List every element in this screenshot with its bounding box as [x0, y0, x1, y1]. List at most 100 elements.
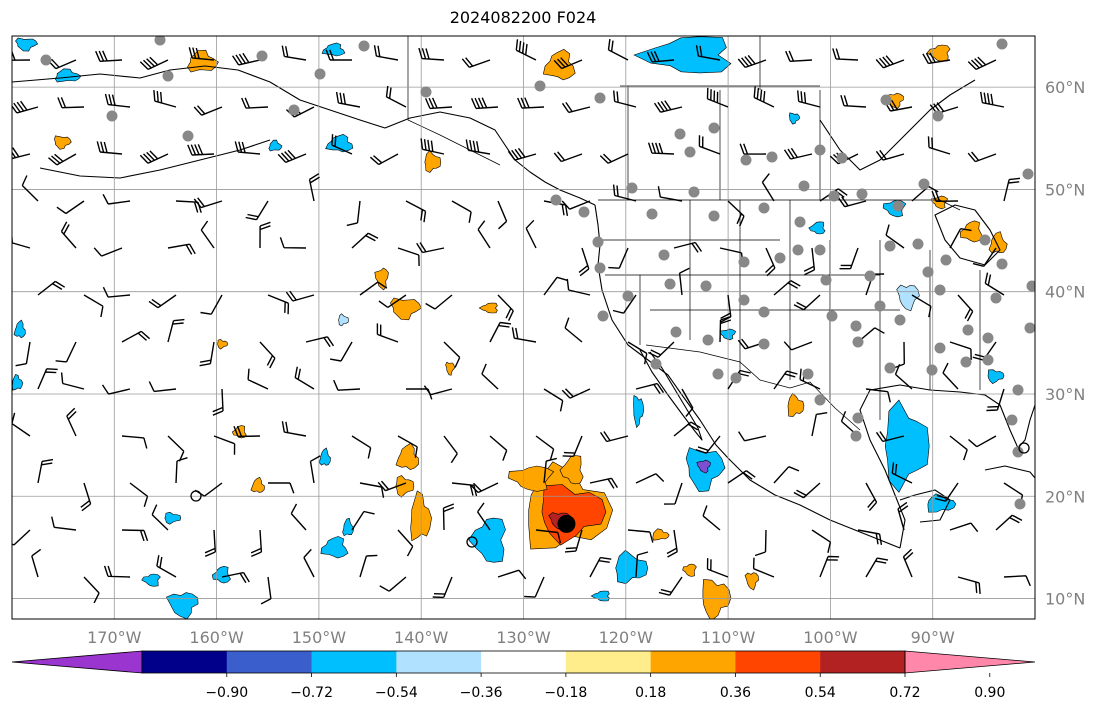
wind-barb — [267, 294, 290, 315]
station-marker — [738, 294, 750, 306]
latitude-tick-label: 40°N — [1045, 283, 1085, 302]
wind-barb — [681, 388, 694, 417]
station-marker — [758, 338, 770, 350]
wind-barb — [839, 247, 859, 270]
wind-barb — [695, 435, 721, 454]
gridline-layer — [12, 36, 1035, 619]
wind-barb — [305, 336, 335, 348]
colorbar-tick-label: −0.90 — [205, 685, 248, 701]
wind-barb — [793, 482, 821, 499]
wind-barb — [329, 341, 353, 362]
station-marker — [420, 86, 432, 98]
colorbar-frame — [141, 650, 906, 674]
wind-barb — [911, 294, 932, 318]
wind-barb — [212, 388, 224, 416]
great-lakes — [934, 204, 1001, 266]
colorbar-segment — [820, 651, 906, 673]
wind-barb — [247, 368, 269, 390]
anomaly-contour — [615, 549, 649, 585]
wind-barb — [811, 412, 828, 437]
wind-barb — [666, 529, 678, 558]
longitude-tick-label: 130°W — [496, 628, 551, 647]
wind-barb — [773, 370, 798, 390]
wind-barb — [200, 220, 215, 249]
station-marker — [826, 310, 838, 322]
station-marker — [856, 188, 868, 200]
wind-barb — [378, 294, 407, 308]
wind-barb — [37, 458, 54, 484]
anomaly-contour — [633, 395, 645, 429]
station-marker — [798, 180, 810, 192]
wind-barb — [129, 482, 149, 508]
colorbar-tick-label: 0.36 — [720, 685, 751, 701]
wind-barb — [60, 221, 77, 249]
wind-barb — [840, 95, 867, 108]
longitude-tick-label: 170°W — [87, 628, 142, 647]
anomaly-contour — [633, 36, 732, 74]
anomaly-contour — [250, 476, 265, 493]
wind-barb — [153, 90, 177, 108]
wind-barb — [268, 482, 295, 494]
wind-barb — [290, 503, 307, 531]
station-marker — [820, 274, 832, 286]
open-circle-marker — [1018, 442, 1030, 454]
station-marker — [712, 368, 724, 380]
alaska-coastline — [12, 65, 596, 206]
colorbar-segment — [650, 651, 736, 673]
station-marker — [626, 182, 638, 194]
wind-barb — [245, 200, 269, 221]
wind-barb — [102, 193, 131, 205]
station-marker — [256, 50, 268, 62]
wind-barb — [279, 237, 307, 249]
wind-barb — [48, 153, 77, 166]
station-marker — [1012, 384, 1024, 396]
anomaly-contour — [744, 572, 760, 591]
wind-barb — [55, 341, 77, 363]
station-marker — [708, 210, 720, 222]
wind-barb — [578, 247, 590, 277]
colorbar-tick-labels: −0.90 −0.72 −0.54 −0.36 −0.18 0.18 0.36 0.54 0.7… — [205, 673, 1005, 701]
wind-barb — [658, 576, 683, 596]
wind-barb — [56, 200, 85, 215]
wind-barb — [727, 470, 756, 484]
wind-barb — [535, 435, 555, 460]
wind-barb — [12, 100, 39, 114]
anomaly-contour — [318, 447, 331, 466]
wind-barb — [497, 569, 527, 580]
wind-barb — [425, 294, 453, 310]
wind-barb — [727, 200, 745, 227]
wind-barb — [927, 136, 951, 155]
wind-barb — [511, 327, 537, 343]
wind-barb — [737, 54, 767, 69]
longitude-tick-label: 120°W — [599, 628, 654, 647]
wind-barb — [148, 381, 177, 393]
wind-barb — [369, 153, 399, 166]
wind-barb — [635, 473, 665, 484]
station-marker — [814, 244, 826, 256]
wind-barb — [1003, 575, 1031, 587]
wind-barb — [260, 576, 272, 605]
wind-barb — [187, 144, 215, 156]
wind-barb — [281, 45, 307, 61]
anomaly-contour — [395, 442, 419, 470]
station-marker — [996, 258, 1008, 270]
wind-barb — [627, 529, 654, 543]
longitude-tick-label: 140°W — [394, 628, 449, 647]
station-marker — [684, 146, 696, 158]
station-marker — [814, 394, 826, 406]
wind-barb — [277, 149, 307, 164]
wind-barb — [234, 141, 261, 155]
wind-barb — [359, 281, 388, 296]
anomaly-contour — [787, 392, 805, 417]
yucatan — [899, 489, 951, 523]
station-marker — [358, 40, 370, 52]
wind-barb — [359, 482, 385, 498]
wind-barb — [891, 462, 913, 484]
colorbar-tick-label: −0.18 — [544, 685, 587, 701]
wind-barb — [489, 435, 508, 461]
wind-barb — [564, 529, 583, 553]
wind-barb — [465, 139, 491, 155]
wind-barb — [646, 51, 675, 63]
wind-barb — [627, 341, 648, 365]
wind-barb — [37, 368, 58, 390]
